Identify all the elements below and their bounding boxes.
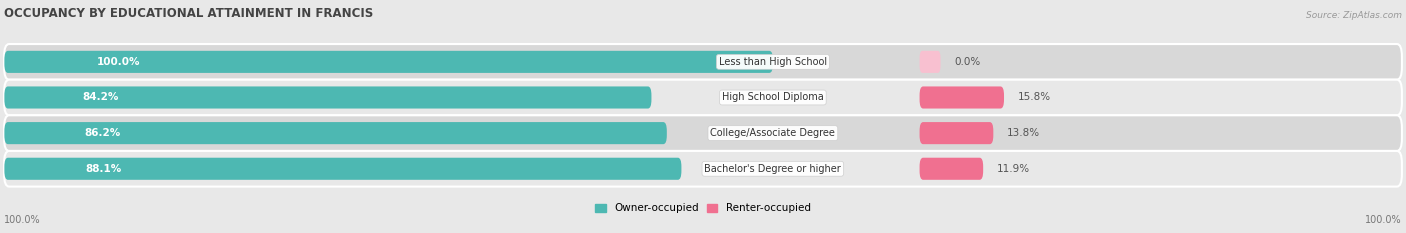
Text: 100.0%: 100.0% — [1365, 215, 1402, 225]
Text: 84.2%: 84.2% — [82, 93, 118, 103]
FancyBboxPatch shape — [920, 158, 983, 180]
Text: 88.1%: 88.1% — [86, 164, 122, 174]
Text: College/Associate Degree: College/Associate Degree — [710, 128, 835, 138]
Text: 11.9%: 11.9% — [997, 164, 1031, 174]
Text: 100.0%: 100.0% — [97, 57, 141, 67]
Text: 100.0%: 100.0% — [4, 215, 41, 225]
FancyBboxPatch shape — [4, 44, 1402, 80]
FancyBboxPatch shape — [4, 158, 682, 180]
Text: Source: ZipAtlas.com: Source: ZipAtlas.com — [1306, 11, 1402, 20]
FancyBboxPatch shape — [4, 122, 666, 144]
FancyBboxPatch shape — [920, 122, 993, 144]
Text: OCCUPANCY BY EDUCATIONAL ATTAINMENT IN FRANCIS: OCCUPANCY BY EDUCATIONAL ATTAINMENT IN F… — [4, 7, 374, 20]
FancyBboxPatch shape — [4, 86, 651, 109]
Text: 0.0%: 0.0% — [955, 57, 981, 67]
FancyBboxPatch shape — [4, 115, 1402, 151]
FancyBboxPatch shape — [4, 51, 773, 73]
Text: Less than High School: Less than High School — [718, 57, 827, 67]
Text: 15.8%: 15.8% — [1018, 93, 1052, 103]
FancyBboxPatch shape — [4, 80, 1402, 115]
FancyBboxPatch shape — [920, 86, 1004, 109]
Text: 13.8%: 13.8% — [1007, 128, 1040, 138]
Text: 86.2%: 86.2% — [84, 128, 120, 138]
FancyBboxPatch shape — [4, 151, 1402, 187]
Text: High School Diploma: High School Diploma — [723, 93, 824, 103]
Legend: Owner-occupied, Renter-occupied: Owner-occupied, Renter-occupied — [591, 199, 815, 217]
FancyBboxPatch shape — [920, 51, 941, 73]
Text: Bachelor's Degree or higher: Bachelor's Degree or higher — [704, 164, 841, 174]
